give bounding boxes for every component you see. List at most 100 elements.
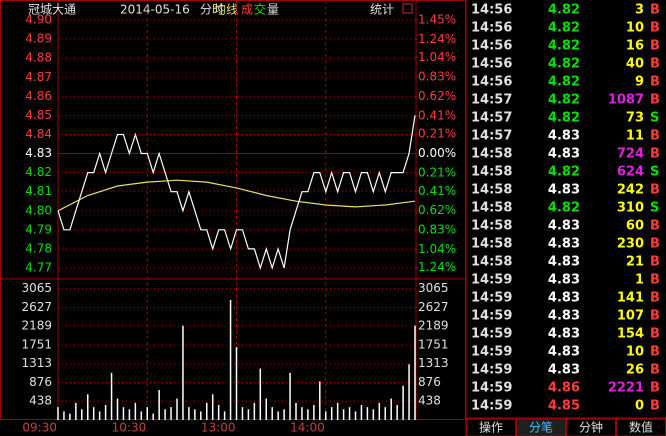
volume-tick-label: 1313 bbox=[21, 356, 52, 370]
trade-price: 4.83 bbox=[548, 219, 580, 234]
trade-price: 4.83 bbox=[548, 273, 580, 288]
trade-side: B bbox=[650, 21, 660, 36]
trade-time: 14:59 bbox=[471, 273, 512, 288]
trade-price: 4.86 bbox=[548, 381, 580, 396]
trade-price: 4.85 bbox=[548, 399, 580, 414]
trade-price: 4.83 bbox=[548, 327, 580, 342]
volume-bar bbox=[277, 411, 279, 420]
tab-label[interactable]: 操作 bbox=[479, 420, 503, 435]
trade-price: 4.82 bbox=[548, 3, 580, 18]
trade-time: 14:59 bbox=[471, 381, 512, 396]
volume-bar bbox=[158, 390, 160, 420]
avg-label: 均线 bbox=[214, 3, 238, 17]
trade-side: B bbox=[650, 309, 660, 324]
trade-volume: 10 bbox=[626, 21, 644, 36]
trade-volume: 60 bbox=[626, 219, 644, 234]
trade-price: 4.82 bbox=[548, 111, 580, 126]
tab-label[interactable]: 分笔 bbox=[529, 420, 553, 435]
volume-bar bbox=[295, 402, 297, 420]
volume-bar bbox=[200, 411, 202, 420]
trade-price: 4.82 bbox=[548, 201, 580, 216]
vol-label: 交 bbox=[254, 2, 266, 17]
y2-tick-label: 1.04% bbox=[418, 242, 456, 256]
tab[interactable] bbox=[516, 418, 566, 436]
trade-side: B bbox=[650, 57, 660, 72]
volume-bar bbox=[194, 409, 196, 420]
volume-tick-label: 2189 bbox=[418, 319, 449, 333]
trade-time: 14:57 bbox=[471, 129, 512, 144]
trade-time: 14:59 bbox=[471, 291, 512, 306]
y-tick-label: 4.78 bbox=[25, 241, 52, 255]
y2-tick-label: 0.62% bbox=[418, 203, 456, 217]
average-line bbox=[57, 179, 416, 212]
y-tick-label: 4.83 bbox=[25, 146, 52, 160]
volume-bar bbox=[354, 411, 357, 420]
trade-price: 4.83 bbox=[548, 237, 580, 252]
volume-tick-label: 876 bbox=[418, 375, 441, 389]
trade-table: 14:56 4.82 3 B14:56 4.82 10 B14:56 4.82 16 B14:56… bbox=[471, 3, 660, 414]
trade-volume: 141 bbox=[617, 291, 644, 306]
trade-volume: 16 bbox=[626, 39, 644, 54]
trade-price: 4.83 bbox=[548, 255, 580, 270]
trade-time: 14:59 bbox=[471, 309, 512, 324]
volume-bar bbox=[348, 407, 351, 420]
trade-side: S bbox=[650, 165, 659, 180]
trade-volume: 40 bbox=[626, 57, 644, 72]
trade-volume: 724 bbox=[617, 147, 644, 162]
trade-time: 14:56 bbox=[471, 75, 512, 90]
trade-time: 14:56 bbox=[471, 3, 512, 18]
volume-bar bbox=[206, 402, 208, 420]
trade-volume: 26 bbox=[626, 363, 644, 378]
stats-button[interactable]: 统计 bbox=[370, 3, 394, 17]
y-tick-label: 4.77 bbox=[25, 260, 52, 274]
volume-bar bbox=[241, 407, 244, 420]
volume-bar bbox=[366, 407, 369, 420]
stats-box[interactable] bbox=[402, 3, 413, 14]
volume-bar bbox=[336, 402, 339, 420]
trade-volume: 1 bbox=[635, 273, 644, 288]
trade-price: 4.83 bbox=[548, 309, 580, 324]
volume-bar bbox=[188, 407, 190, 420]
volume-bar bbox=[408, 364, 410, 420]
trade-volume: 0 bbox=[635, 399, 644, 414]
y2-tick-label: 0.41% bbox=[418, 108, 456, 122]
y-tick-label: 4.80 bbox=[25, 203, 52, 217]
y-tick-label: 4.87 bbox=[25, 70, 52, 84]
trade-side: B bbox=[650, 237, 660, 252]
y2-tick-label: 0.41% bbox=[418, 184, 456, 198]
trade-time: 14:59 bbox=[471, 327, 512, 342]
volume-bar bbox=[235, 347, 238, 420]
volume-bar bbox=[170, 407, 172, 420]
volume-bar bbox=[69, 413, 71, 420]
trade-time: 14:57 bbox=[471, 93, 512, 108]
y2-tick-label: 1.24% bbox=[418, 32, 456, 46]
trade-time: 14:56 bbox=[471, 57, 512, 72]
tab-label[interactable]: 分钟 bbox=[579, 420, 603, 435]
trade-time: 14:58 bbox=[471, 183, 512, 198]
trade-side: B bbox=[650, 3, 660, 18]
tab-label[interactable]: 数值 bbox=[629, 420, 653, 435]
tab[interactable] bbox=[466, 418, 516, 436]
trade-side: S bbox=[650, 201, 659, 216]
volume-tick-label: 3065 bbox=[21, 281, 52, 295]
trade-volume: 9 bbox=[635, 75, 644, 90]
trade-volume: 242 bbox=[617, 183, 644, 198]
trade-price: 4.82 bbox=[548, 93, 580, 108]
volume-bar bbox=[372, 409, 375, 420]
y2-tick-label: 0.62% bbox=[418, 89, 456, 103]
volume-tick-label: 1313 bbox=[418, 356, 449, 370]
trade-price: 4.83 bbox=[548, 147, 580, 162]
trade-side: B bbox=[650, 147, 660, 162]
y-tick-label: 4.90 bbox=[25, 13, 52, 27]
volume-bar bbox=[110, 372, 113, 420]
trade-time: 14:56 bbox=[471, 21, 512, 36]
volume-bar bbox=[390, 398, 392, 420]
date: 2014-05-16 bbox=[120, 3, 190, 17]
volume-bar bbox=[378, 402, 381, 420]
y2-tick-label: 1.04% bbox=[418, 50, 456, 64]
volume-tick-label: 438 bbox=[418, 394, 441, 408]
volume-bar bbox=[319, 381, 321, 420]
trade-time: 14:58 bbox=[471, 237, 512, 252]
tab[interactable] bbox=[566, 418, 616, 436]
y-tick-label: 4.81 bbox=[25, 184, 52, 198]
